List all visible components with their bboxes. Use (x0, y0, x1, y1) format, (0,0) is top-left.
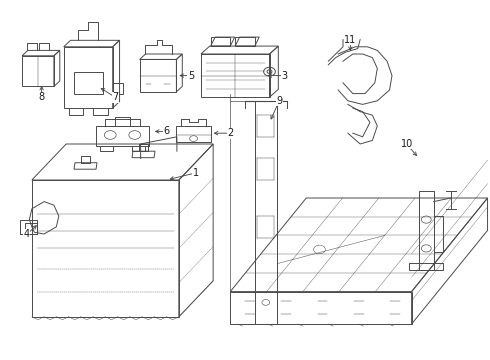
Text: 2: 2 (227, 128, 233, 138)
Text: 7: 7 (112, 92, 118, 102)
Text: 6: 6 (164, 126, 170, 136)
Text: 3: 3 (281, 71, 287, 81)
Text: 1: 1 (193, 168, 199, 178)
Text: 11: 11 (344, 35, 356, 45)
Text: 4: 4 (24, 229, 30, 239)
Text: 10: 10 (401, 139, 413, 149)
Text: 8: 8 (39, 92, 45, 102)
Text: 9: 9 (276, 96, 282, 106)
Text: 5: 5 (188, 71, 194, 81)
